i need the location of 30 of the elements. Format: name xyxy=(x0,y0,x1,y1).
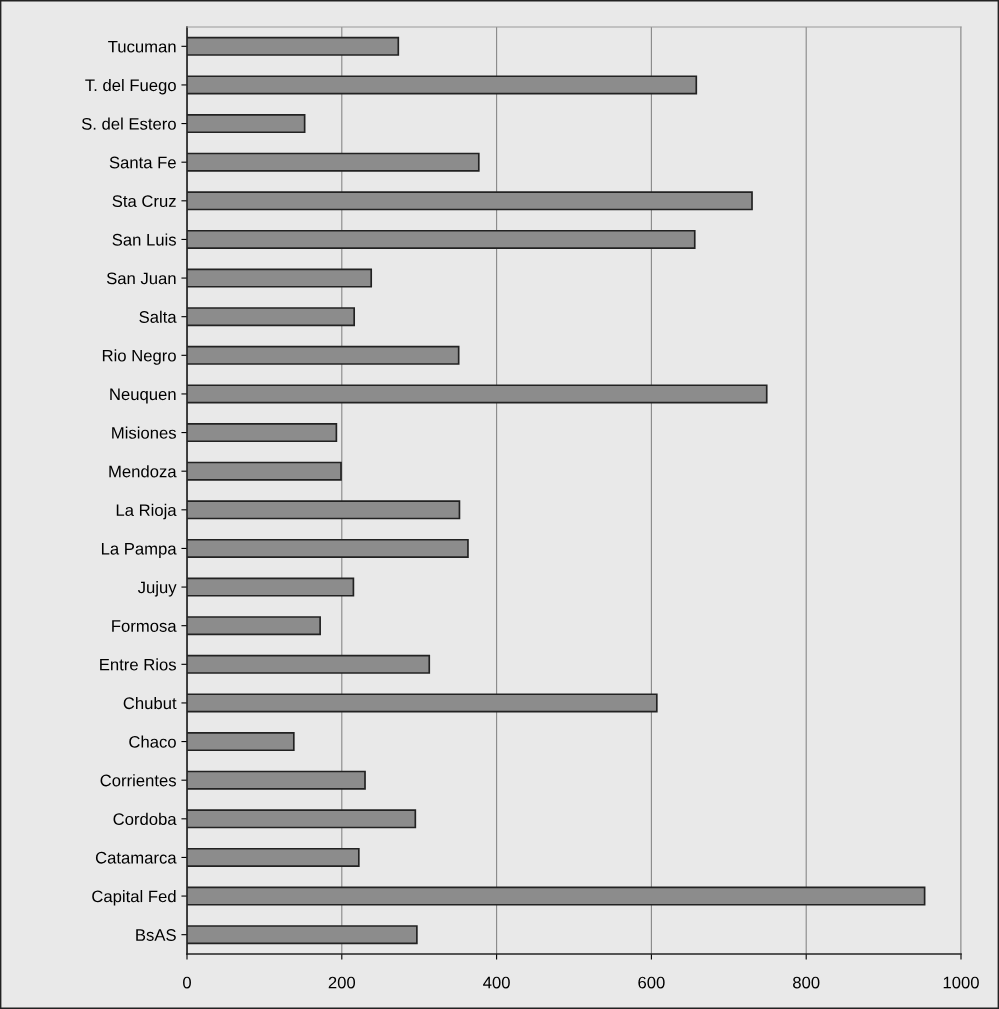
y-tick-label: Entre Rios xyxy=(100,658,176,671)
y-tick-label: La Rioja xyxy=(116,503,177,520)
x-tick-label: 600 xyxy=(638,976,665,989)
y-tick-label: Misiones xyxy=(112,426,176,439)
y-tick-label: Rio Negro xyxy=(102,349,176,365)
y-tick-label: Tucuman xyxy=(108,40,176,53)
y-tick-label: Catamarca xyxy=(95,851,177,864)
x-tick-label: 800 xyxy=(793,976,820,989)
y-tick-label: BsAS xyxy=(136,929,176,941)
y-tick-label: Formosa xyxy=(112,620,177,632)
y-tick-label: Chaco xyxy=(129,735,176,748)
y-tick-label: Sta Cruz xyxy=(112,195,176,208)
y-tick-label: Capital Fed xyxy=(92,890,176,906)
y-tick-label: Mendoza xyxy=(109,465,177,478)
x-tick-label: 400 xyxy=(483,976,510,989)
y-tick-label: Corrientes xyxy=(100,774,176,787)
y-tick-label: San Juan xyxy=(106,272,176,285)
y-tick-label: Chubut xyxy=(123,696,177,710)
x-tick-label: 0 xyxy=(183,976,191,989)
y-tick-label: La Pampa xyxy=(101,543,177,558)
y-tick-label: S. del Estero xyxy=(81,117,176,130)
y-tick-label: Jujuy xyxy=(137,581,177,597)
y-tick-label: Santa Fe xyxy=(109,156,176,169)
y-tick-label: T. del Fuego xyxy=(85,78,176,95)
x-tick-label: 200 xyxy=(328,976,356,989)
y-tick-label: Cordoba xyxy=(113,812,177,826)
y-tick-label: Neuquen xyxy=(110,388,176,404)
y-tick-label: San Luis xyxy=(112,233,176,246)
y-tick-label: Salta xyxy=(139,310,177,323)
x-tick-label: 1000 xyxy=(943,976,979,989)
